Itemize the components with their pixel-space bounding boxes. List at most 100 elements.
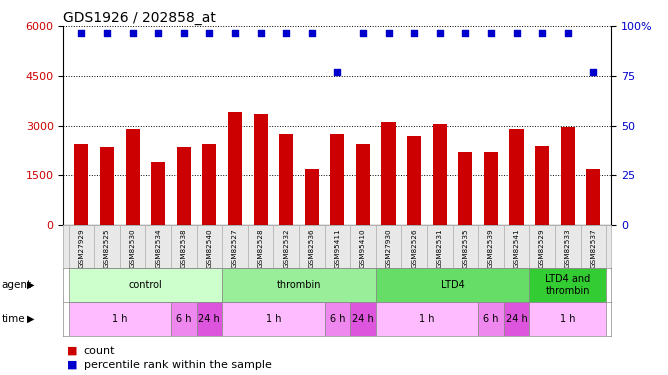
Bar bbox=[560, 127, 574, 225]
Text: 1 h: 1 h bbox=[112, 314, 128, 324]
Text: GSM82538: GSM82538 bbox=[181, 228, 187, 268]
Point bbox=[255, 30, 266, 36]
Point bbox=[230, 30, 240, 36]
Text: GDS1926 / 202858_at: GDS1926 / 202858_at bbox=[63, 11, 216, 25]
Bar bbox=[350, 302, 375, 336]
Text: GSM82530: GSM82530 bbox=[130, 228, 136, 268]
Point bbox=[357, 30, 368, 36]
Bar bbox=[407, 136, 421, 225]
Bar bbox=[478, 302, 504, 336]
Text: 1 h: 1 h bbox=[560, 314, 575, 324]
Point bbox=[178, 30, 189, 36]
Bar bbox=[202, 144, 216, 225]
Bar bbox=[100, 147, 114, 225]
Point bbox=[562, 30, 573, 36]
Text: 24 h: 24 h bbox=[352, 314, 374, 324]
Text: GSM82528: GSM82528 bbox=[258, 228, 264, 268]
Bar bbox=[484, 152, 498, 225]
Bar bbox=[74, 144, 88, 225]
Text: GSM82533: GSM82533 bbox=[564, 228, 570, 268]
Point bbox=[511, 30, 522, 36]
Point bbox=[127, 30, 138, 36]
Bar bbox=[381, 122, 395, 225]
Text: LTD4 and
thrombin: LTD4 and thrombin bbox=[545, 274, 591, 296]
Text: control: control bbox=[128, 280, 162, 290]
Text: percentile rank within the sample: percentile rank within the sample bbox=[84, 360, 271, 369]
Bar bbox=[535, 146, 549, 225]
Point bbox=[409, 30, 420, 36]
Point bbox=[153, 30, 164, 36]
Bar bbox=[504, 302, 529, 336]
Text: GSM82537: GSM82537 bbox=[591, 228, 597, 268]
Text: GSM82535: GSM82535 bbox=[462, 228, 468, 268]
Text: 6 h: 6 h bbox=[176, 314, 192, 324]
Point bbox=[204, 30, 214, 36]
Text: GSM95410: GSM95410 bbox=[360, 228, 366, 268]
Text: ▶: ▶ bbox=[27, 280, 34, 290]
Text: GSM82539: GSM82539 bbox=[488, 228, 494, 268]
Point bbox=[588, 69, 599, 75]
Text: GSM82529: GSM82529 bbox=[539, 228, 545, 268]
Text: ▶: ▶ bbox=[27, 314, 34, 324]
Text: 1 h: 1 h bbox=[420, 314, 435, 324]
Bar bbox=[529, 302, 606, 336]
Text: GSM82534: GSM82534 bbox=[155, 228, 161, 268]
Text: GSM82527: GSM82527 bbox=[232, 228, 238, 268]
Bar bbox=[356, 144, 370, 225]
Bar bbox=[510, 129, 524, 225]
Bar bbox=[177, 147, 191, 225]
Text: 1 h: 1 h bbox=[266, 314, 281, 324]
Text: 6 h: 6 h bbox=[329, 314, 345, 324]
Point bbox=[76, 30, 87, 36]
Bar bbox=[587, 169, 601, 225]
Text: LTD4: LTD4 bbox=[441, 280, 464, 290]
Text: 6 h: 6 h bbox=[483, 314, 499, 324]
Text: agent: agent bbox=[1, 280, 31, 290]
Text: GSM95411: GSM95411 bbox=[335, 228, 340, 268]
Bar bbox=[222, 302, 325, 336]
Text: GSM82541: GSM82541 bbox=[514, 228, 520, 268]
Point bbox=[486, 30, 496, 36]
Bar bbox=[529, 268, 606, 302]
Point bbox=[460, 30, 471, 36]
Text: GSM27929: GSM27929 bbox=[78, 228, 84, 268]
Bar bbox=[69, 268, 222, 302]
Bar bbox=[375, 302, 478, 336]
Text: 24 h: 24 h bbox=[198, 314, 220, 324]
Text: GSM82540: GSM82540 bbox=[206, 228, 212, 268]
Bar bbox=[375, 268, 529, 302]
Text: GSM27930: GSM27930 bbox=[385, 228, 391, 268]
Text: thrombin: thrombin bbox=[277, 280, 321, 290]
Bar bbox=[458, 152, 472, 225]
Bar bbox=[222, 268, 375, 302]
Point bbox=[332, 69, 343, 75]
Bar bbox=[126, 129, 140, 225]
Bar bbox=[151, 162, 165, 225]
Text: ■: ■ bbox=[67, 346, 77, 355]
Bar bbox=[69, 302, 171, 336]
Text: GSM82536: GSM82536 bbox=[309, 228, 315, 268]
Bar bbox=[228, 112, 242, 225]
Point bbox=[383, 30, 394, 36]
Bar bbox=[196, 302, 222, 336]
Text: count: count bbox=[84, 346, 115, 355]
Bar bbox=[305, 169, 319, 225]
Point bbox=[537, 30, 548, 36]
Text: time: time bbox=[1, 314, 25, 324]
Bar bbox=[325, 302, 350, 336]
Text: GSM82525: GSM82525 bbox=[104, 228, 110, 268]
Point bbox=[434, 30, 445, 36]
Bar bbox=[279, 134, 293, 225]
Point bbox=[102, 30, 112, 36]
Bar bbox=[171, 302, 196, 336]
Text: GSM82532: GSM82532 bbox=[283, 228, 289, 268]
Bar bbox=[330, 134, 345, 225]
Point bbox=[281, 30, 291, 36]
Bar bbox=[433, 124, 447, 225]
Point bbox=[307, 30, 317, 36]
Text: ■: ■ bbox=[67, 360, 77, 369]
Text: GSM82526: GSM82526 bbox=[411, 228, 417, 268]
Bar bbox=[254, 114, 268, 225]
Text: GSM82531: GSM82531 bbox=[437, 228, 443, 268]
Text: 24 h: 24 h bbox=[506, 314, 528, 324]
